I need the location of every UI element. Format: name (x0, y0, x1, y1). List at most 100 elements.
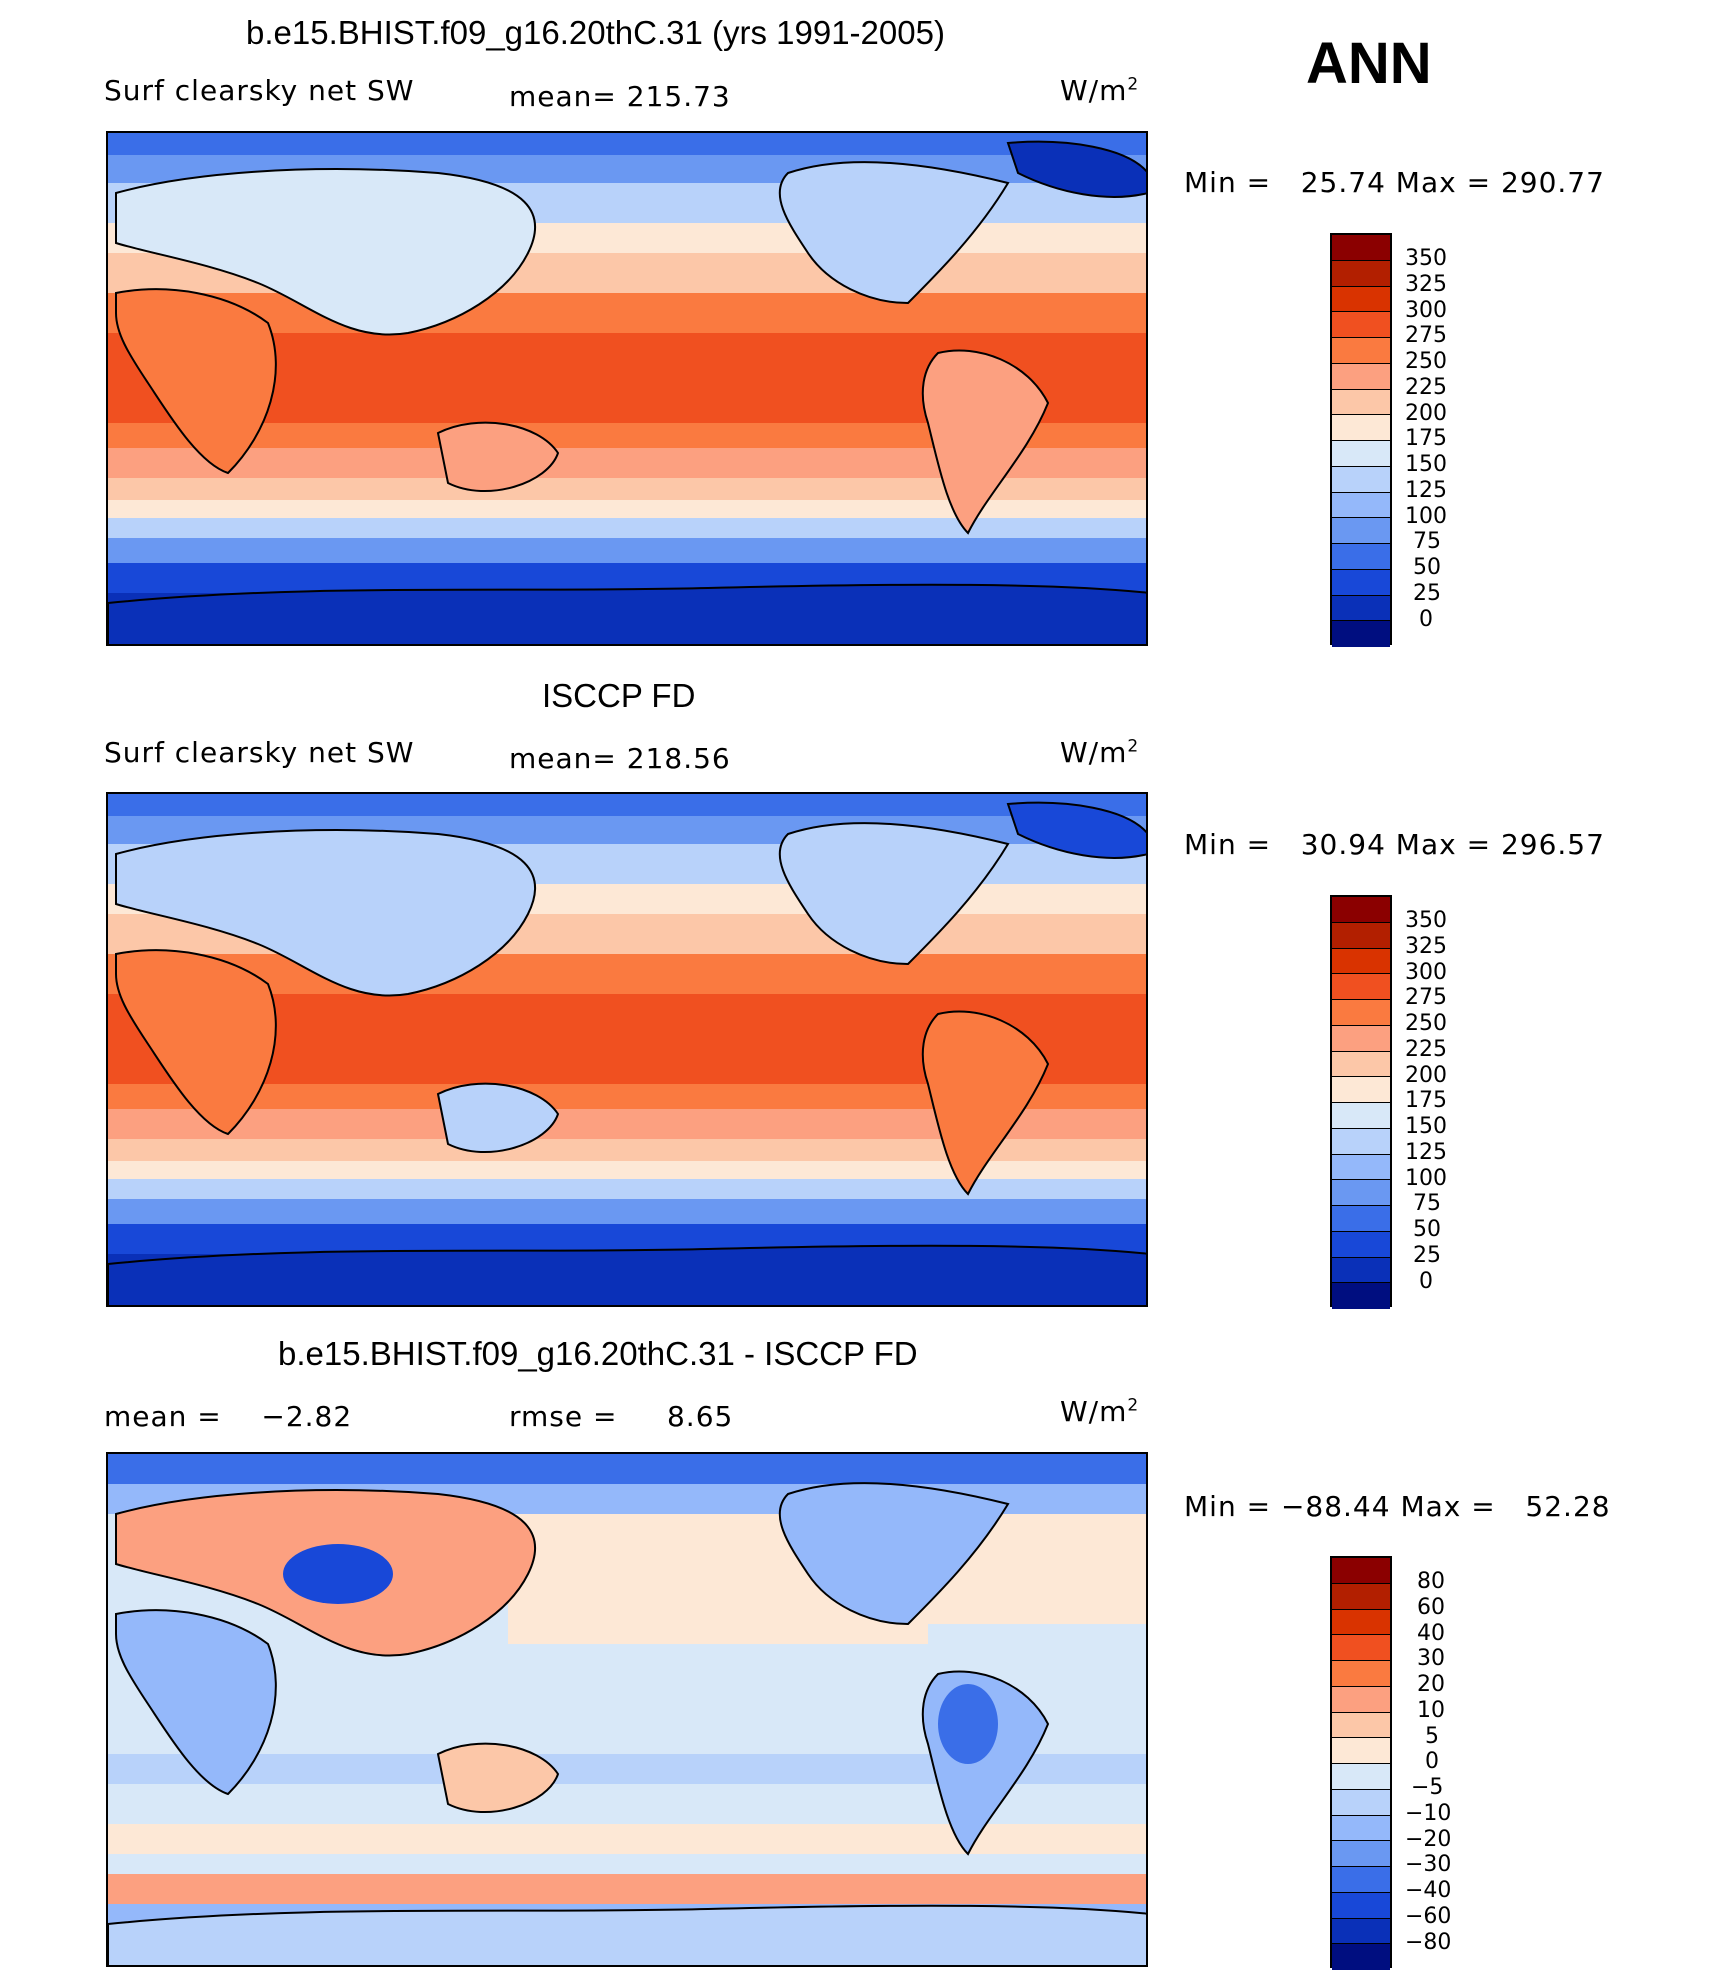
colorbar-tick-label: −20 (1405, 1826, 1452, 1852)
colorbar-swatch (1332, 1077, 1390, 1103)
colorbar-swatch (1332, 286, 1390, 313)
colorbar-tick-label: 50 (1413, 1217, 1441, 1242)
colorbar-tick-label: −80 (1405, 1929, 1452, 1955)
colorbar-tick-label: 175 (1405, 426, 1447, 452)
colorbar-swatch (1332, 1635, 1390, 1661)
colorbar-swatch (1332, 1000, 1390, 1026)
colorbar-tick-label: −5 (1411, 1775, 1444, 1800)
colorbar-tick-label: 0 (1419, 606, 1433, 632)
colorbar-swatch (1332, 1103, 1390, 1129)
colorbar-swatch (1332, 1025, 1390, 1052)
colorbar-swatch (1332, 621, 1390, 647)
panel2-units: W/m2 (1060, 736, 1140, 769)
colorbar-swatch (1332, 1154, 1390, 1181)
colorbar-swatch (1332, 466, 1390, 493)
colorbar-tick-label: 40 (1417, 1620, 1445, 1646)
colorbar-tick-label: 25 (1413, 1242, 1441, 1268)
colorbar-tick-label: 75 (1413, 1191, 1441, 1217)
colorbar-tick-label: 80 (1417, 1569, 1445, 1594)
colorbar-tick-label: 100 (1405, 1165, 1447, 1191)
colorbar-swatch (1332, 1764, 1390, 1790)
colorbar-swatch (1332, 1609, 1390, 1636)
colorbar-tick-label: 250 (1405, 1011, 1447, 1036)
colorbar-swatch (1332, 1051, 1390, 1078)
colorbar-tick-label: 50 (1413, 555, 1441, 580)
panel3-title: b.e15.BHIST.f09_g16.20thC.31 - ISCCP FD (278, 1335, 918, 1372)
colorbar-tick-label: 60 (1417, 1594, 1445, 1620)
panel1-units: W/m2 (1060, 74, 1140, 107)
model-map-field (108, 133, 1146, 644)
colorbar-tick-label: 125 (1405, 477, 1447, 503)
panel1-variable: Surf clearsky net SW (104, 74, 415, 107)
colorbar-swatch (1332, 897, 1390, 923)
colorbar-swatch (1332, 1944, 1390, 1970)
colorbar-tick-label: 350 (1405, 246, 1447, 271)
colorbar-tick-label: 0 (1419, 1268, 1433, 1294)
colorbar-swatch (1332, 260, 1390, 287)
colorbar-swatch (1332, 363, 1390, 390)
map-panel-obs (106, 792, 1148, 1307)
colorbar-tick-label: 275 (1405, 323, 1447, 349)
colorbar-swatch (1332, 1128, 1390, 1155)
colorbar-tick-label: 5 (1425, 1723, 1439, 1749)
colorbar-tick-label: 25 (1413, 580, 1441, 606)
colorbar-tick-label: 125 (1405, 1139, 1447, 1165)
colorbar-swatch (1332, 441, 1390, 467)
season-label: ANN (1306, 31, 1432, 96)
colorbar-swatch (1332, 1918, 1390, 1945)
colorbar-swatch (1332, 389, 1390, 416)
colorbar-swatch (1332, 1180, 1390, 1206)
panel3-units: W/m2 (1060, 1395, 1140, 1428)
colorbar-swatch (1332, 338, 1390, 364)
panel3-mean: mean = −2.82 (104, 1400, 353, 1433)
colorbar-swatch (1332, 1558, 1390, 1584)
colorbar-tick-label: 275 (1405, 985, 1447, 1011)
colorbar-swatch (1332, 518, 1390, 544)
colorbar-tick-label: −40 (1405, 1878, 1452, 1903)
map-panel-model (106, 131, 1148, 646)
colorbar-swatch (1332, 1815, 1390, 1842)
colorbar-swatch (1332, 1712, 1390, 1739)
colorbar-tick-label: 150 (1405, 452, 1447, 477)
colorbar-tick-label: 100 (1405, 503, 1447, 529)
panel3-minmax: Min = −88.44 Max = 52.28 (1184, 1490, 1611, 1523)
colorbar-tick-label: 150 (1405, 1114, 1447, 1139)
colorbar-tick-label: 325 (1405, 933, 1447, 959)
colorbar-tick-label: 30 (1417, 1646, 1445, 1672)
colorbar-swatch (1332, 1257, 1390, 1284)
panel2-variable: Surf clearsky net SW (104, 736, 415, 769)
colorbar-swatch (1332, 235, 1390, 261)
colorbar-tick-label: 200 (1405, 1062, 1447, 1088)
panel1-mean: mean= 215.73 (509, 80, 731, 113)
colorbar-swatch (1332, 1206, 1390, 1232)
colorbar-tick-label: −30 (1405, 1852, 1452, 1878)
colorbar-swatch (1332, 492, 1390, 519)
panel2-mean: mean= 218.56 (509, 742, 731, 775)
colorbar-swatch (1332, 595, 1390, 622)
colorbar-swatch (1332, 1892, 1390, 1919)
colorbar-swatch (1332, 415, 1390, 441)
colorbar-model (1330, 233, 1392, 647)
colorbar-tick-label: −60 (1405, 1903, 1452, 1929)
colorbar-difference (1330, 1556, 1392, 1970)
colorbar-tick-label: −10 (1405, 1800, 1452, 1826)
colorbar-swatch (1332, 1583, 1390, 1610)
colorbar-swatch (1332, 1789, 1390, 1816)
colorbar-swatch (1332, 569, 1390, 596)
colorbar-tick-label: 10 (1417, 1697, 1445, 1723)
colorbar-tick-label: 200 (1405, 400, 1447, 426)
panel1-title: b.e15.BHIST.f09_g16.20thC.31 (yrs 1991-2… (246, 14, 945, 51)
colorbar-tick-label: 175 (1405, 1088, 1447, 1114)
difference-map-field (108, 1454, 1146, 1965)
colorbar-swatch (1332, 974, 1390, 1000)
obs-map-field (108, 794, 1146, 1305)
colorbar-swatch (1332, 1738, 1390, 1764)
colorbar-tick-label: 250 (1405, 349, 1447, 374)
colorbar-swatch (1332, 1661, 1390, 1687)
colorbar-obs (1330, 895, 1392, 1309)
colorbar-tick-label: 350 (1405, 908, 1447, 933)
colorbar-tick-label: 225 (1405, 1036, 1447, 1062)
panel2-minmax: Min = 30.94 Max = 296.57 (1184, 828, 1605, 861)
colorbar-swatch (1332, 1231, 1390, 1258)
colorbar-swatch (1332, 948, 1390, 975)
